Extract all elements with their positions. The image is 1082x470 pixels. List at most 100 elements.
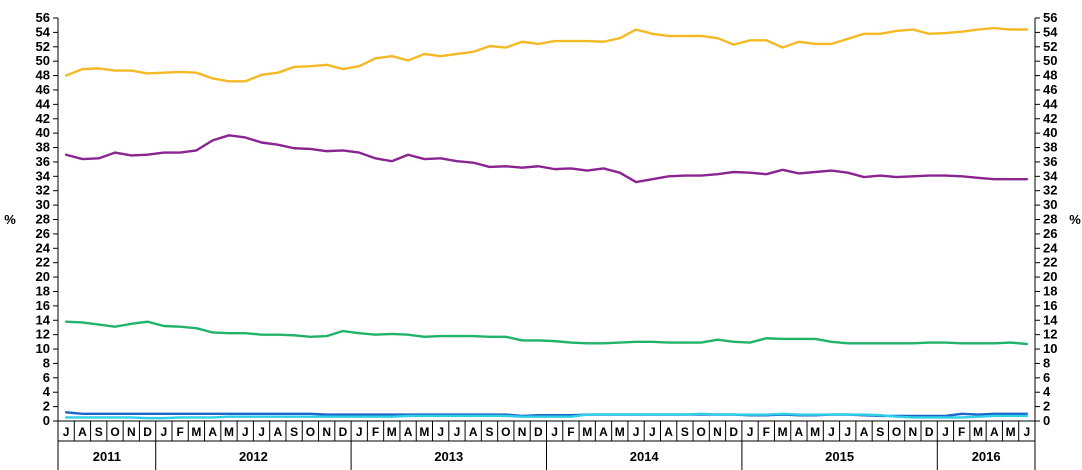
month-label: M [387, 425, 397, 439]
month-label: A [990, 425, 999, 439]
y-axis-label-right: % [1069, 212, 1081, 227]
y-tick-label-left: 44 [36, 96, 51, 111]
month-label: M [615, 425, 625, 439]
month-label: M [1006, 425, 1016, 439]
month-label: A [404, 425, 413, 439]
y-tick-label-left: 16 [36, 298, 50, 313]
y-tick-label-left: 34 [36, 168, 51, 183]
month-label: D [534, 425, 543, 439]
month-label: D [729, 425, 738, 439]
y-tick-label-left: 42 [36, 111, 50, 126]
month-label: S [681, 425, 689, 439]
month-label: O [110, 425, 119, 439]
y-tick-label-right: 32 [1043, 183, 1057, 198]
month-label: A [599, 425, 608, 439]
y-tick-label-left: 2 [43, 399, 50, 414]
y-tick-label-right: 22 [1043, 255, 1057, 270]
month-label: O [306, 425, 315, 439]
year-label: 2014 [630, 449, 660, 464]
month-label: O [501, 425, 510, 439]
y-tick-label-right: 26 [1043, 226, 1057, 241]
y-tick-label-right: 8 [1043, 355, 1050, 370]
month-label: M [582, 425, 592, 439]
y-tick-label-left: 12 [36, 327, 50, 342]
month-label: A [860, 425, 869, 439]
y-tick-label-right: 52 [1043, 39, 1057, 54]
y-tick-label-right: 36 [1043, 154, 1057, 169]
month-label: F [763, 425, 770, 439]
y-tick-label-right: 24 [1043, 240, 1058, 255]
month-label: J [160, 425, 167, 439]
y-tick-label-left: 20 [36, 269, 50, 284]
month-label: J [1024, 425, 1031, 439]
month-label: N [518, 425, 527, 439]
month-label: A [208, 425, 217, 439]
month-label: D [925, 425, 934, 439]
month-label: J [551, 425, 558, 439]
month-label: A [664, 425, 673, 439]
y-tick-label-left: 54 [36, 24, 51, 39]
y-tick-label-left: 46 [36, 82, 50, 97]
month-label: J [942, 425, 949, 439]
month-label: S [876, 425, 884, 439]
y-tick-label-left: 38 [36, 140, 50, 155]
y-tick-label-left: 24 [36, 240, 51, 255]
month-label: N [909, 425, 918, 439]
month-label: M [191, 425, 201, 439]
y-tick-label-left: 8 [43, 355, 50, 370]
month-label: A [795, 425, 804, 439]
month-label: M [973, 425, 983, 439]
y-tick-label-right: 56 [1043, 10, 1057, 25]
y-tick-label-right: 30 [1043, 197, 1057, 212]
y-tick-label-left: 30 [36, 197, 50, 212]
y-tick-label-right: 18 [1043, 283, 1057, 298]
month-label: D [339, 425, 348, 439]
year-label: 2013 [434, 449, 463, 464]
y-tick-label-left: 48 [36, 68, 50, 83]
y-tick-label-left: 22 [36, 255, 50, 270]
month-label: M [224, 425, 234, 439]
month-label: J [242, 425, 249, 439]
month-label: M [778, 425, 788, 439]
y-tick-label-right: 54 [1043, 24, 1058, 39]
y-tick-label-right: 10 [1043, 341, 1057, 356]
y-tick-label-left: 10 [36, 341, 50, 356]
month-label: N [322, 425, 331, 439]
y-tick-label-right: 34 [1043, 168, 1058, 183]
month-label: A [469, 425, 478, 439]
month-label: J [649, 425, 656, 439]
month-label: J [747, 425, 754, 439]
y-tick-label-right: 50 [1043, 53, 1057, 68]
y-tick-label-right: 0 [1043, 413, 1050, 428]
month-label: F [176, 425, 183, 439]
y-tick-label-right: 6 [1043, 370, 1050, 385]
month-label: S [95, 425, 103, 439]
month-label: A [78, 425, 87, 439]
y-tick-label-left: 6 [43, 370, 50, 385]
y-tick-label-right: 42 [1043, 111, 1057, 126]
month-label: N [127, 425, 136, 439]
month-label: F [372, 425, 379, 439]
y-tick-label-right: 38 [1043, 140, 1057, 155]
month-label: O [697, 425, 706, 439]
month-label: A [273, 425, 282, 439]
month-label: J [356, 425, 363, 439]
y-tick-label-right: 40 [1043, 125, 1057, 140]
y-tick-label-right: 28 [1043, 212, 1057, 227]
series-line-2 [64, 134, 1029, 184]
y-tick-label-right: 2 [1043, 399, 1050, 414]
y-tick-label-right: 14 [1043, 312, 1058, 327]
chart-series [64, 26, 1029, 420]
y-tick-label-left: 50 [36, 53, 50, 68]
month-label: J [633, 425, 640, 439]
series-line-1 [64, 26, 1029, 83]
y-tick-label-left: 4 [43, 384, 51, 399]
month-label: S [486, 425, 494, 439]
y-tick-label-left: 18 [36, 283, 50, 298]
year-label: 2015 [825, 449, 854, 464]
y-tick-label-left: 52 [36, 39, 50, 54]
y-tick-label-right: 12 [1043, 327, 1057, 342]
month-label: J [437, 425, 444, 439]
month-label: O [892, 425, 901, 439]
